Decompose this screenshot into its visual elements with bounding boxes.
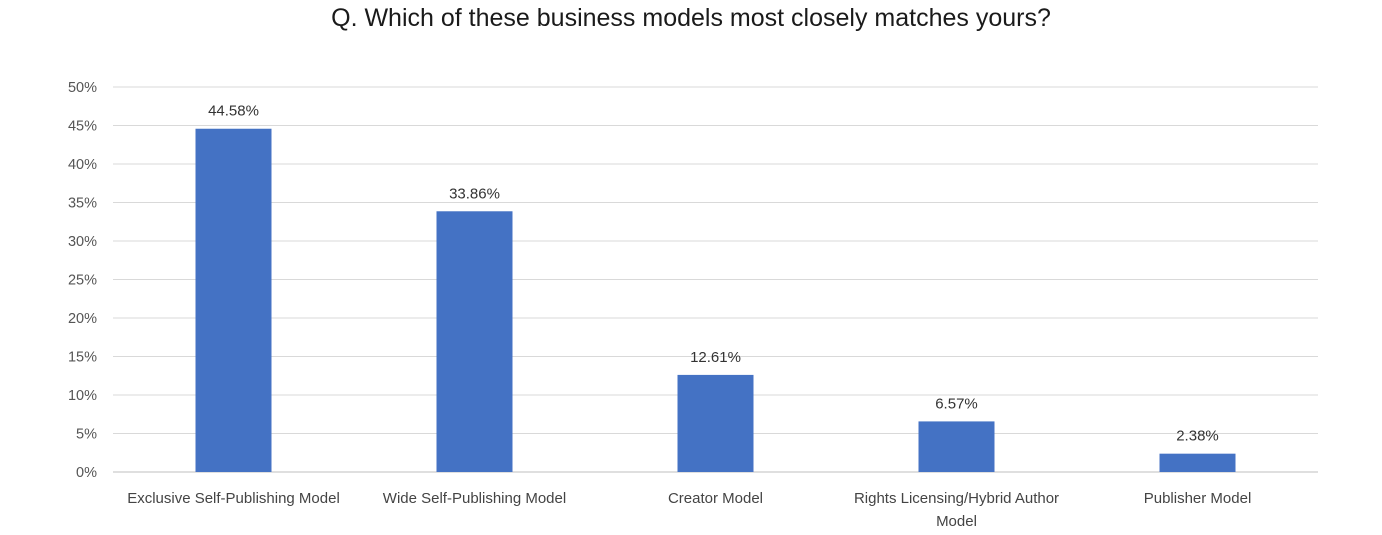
bar (918, 421, 995, 472)
bar (677, 374, 754, 472)
x-category-label: Publisher Model (1144, 490, 1252, 507)
y-tick-label: 25% (68, 273, 97, 289)
y-tick-label: 35% (68, 196, 97, 212)
x-category-label: Exclusive Self-Publishing Model (127, 490, 340, 507)
x-category-label-line: Publisher Model (1144, 490, 1252, 507)
chart-title: Q. Which of these business models most c… (331, 4, 1051, 32)
bar (195, 128, 272, 472)
x-category-label-line: Creator Model (668, 490, 763, 507)
y-tick-label: 15% (68, 350, 97, 366)
y-tick-label: 45% (68, 119, 97, 135)
y-tick-label: 10% (68, 388, 97, 404)
x-category-label: Wide Self-Publishing Model (383, 490, 566, 507)
data-label: 12.61% (690, 349, 741, 366)
y-tick-label: 5% (76, 427, 97, 443)
y-tick-label: 30% (68, 234, 97, 250)
y-tick-label: 50% (68, 80, 97, 96)
x-category-label-line: Rights Licensing/Hybrid Author (854, 490, 1059, 507)
bar (436, 211, 513, 472)
x-category-label: Creator Model (668, 490, 763, 507)
x-category-label-line: Wide Self-Publishing Model (383, 490, 566, 507)
y-tick-label: 40% (68, 157, 97, 173)
data-label: 2.38% (1176, 428, 1219, 445)
x-category-label-line: Exclusive Self-Publishing Model (127, 490, 340, 507)
bar (1159, 453, 1236, 472)
data-label: 44.58% (208, 103, 259, 120)
x-category-label: Rights Licensing/Hybrid Author Model (854, 490, 1059, 530)
data-label: 6.57% (935, 395, 978, 412)
y-tick-label: 20% (68, 311, 97, 327)
data-label: 33.86% (449, 185, 500, 202)
y-tick-label: 0% (76, 465, 97, 481)
x-category-label-line: Model (936, 513, 977, 530)
